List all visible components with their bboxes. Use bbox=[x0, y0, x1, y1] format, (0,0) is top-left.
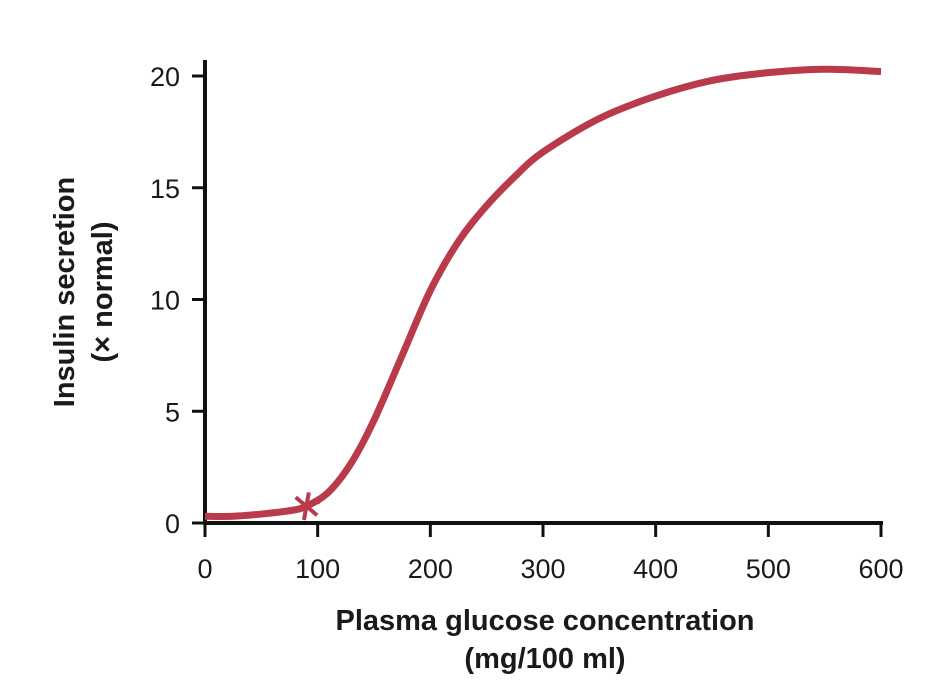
y-tick-label: 5 bbox=[165, 397, 180, 427]
x-axis-title-line1: Plasma glucose concentration bbox=[335, 605, 754, 637]
x-tick-label: 100 bbox=[295, 554, 340, 584]
asterisk-marker-icon bbox=[292, 492, 321, 521]
x-tick-label: 500 bbox=[746, 554, 791, 584]
y-tick-label: 20 bbox=[150, 62, 180, 92]
x-axis-ticks: 0 100 200 300 400 500 600 bbox=[197, 523, 904, 584]
series-line bbox=[204, 65, 882, 520]
x-tick-label: 0 bbox=[197, 554, 212, 584]
y-tick-label: 10 bbox=[150, 286, 180, 316]
y-axis-title-line2: (× normal) bbox=[87, 222, 119, 363]
y-axis-title-line1: Insulin secretion bbox=[49, 177, 81, 407]
y-tick-label: 15 bbox=[150, 174, 180, 204]
series-group bbox=[204, 65, 882, 521]
x-tick-label: 200 bbox=[408, 554, 453, 584]
x-tick-label: 300 bbox=[520, 554, 565, 584]
x-tick-label: 400 bbox=[633, 554, 678, 584]
x-tick-label: 600 bbox=[858, 554, 903, 584]
y-axis-title: Insulin secretion (× normal) bbox=[49, 177, 119, 407]
x-axis-title-line2: (mg/100 ml) bbox=[464, 643, 625, 675]
y-tick-label: 0 bbox=[165, 509, 180, 539]
x-axis-title: Plasma glucose concentration (mg/100 ml) bbox=[335, 605, 754, 675]
y-axis-ticks: 0 5 10 15 20 bbox=[150, 62, 205, 539]
